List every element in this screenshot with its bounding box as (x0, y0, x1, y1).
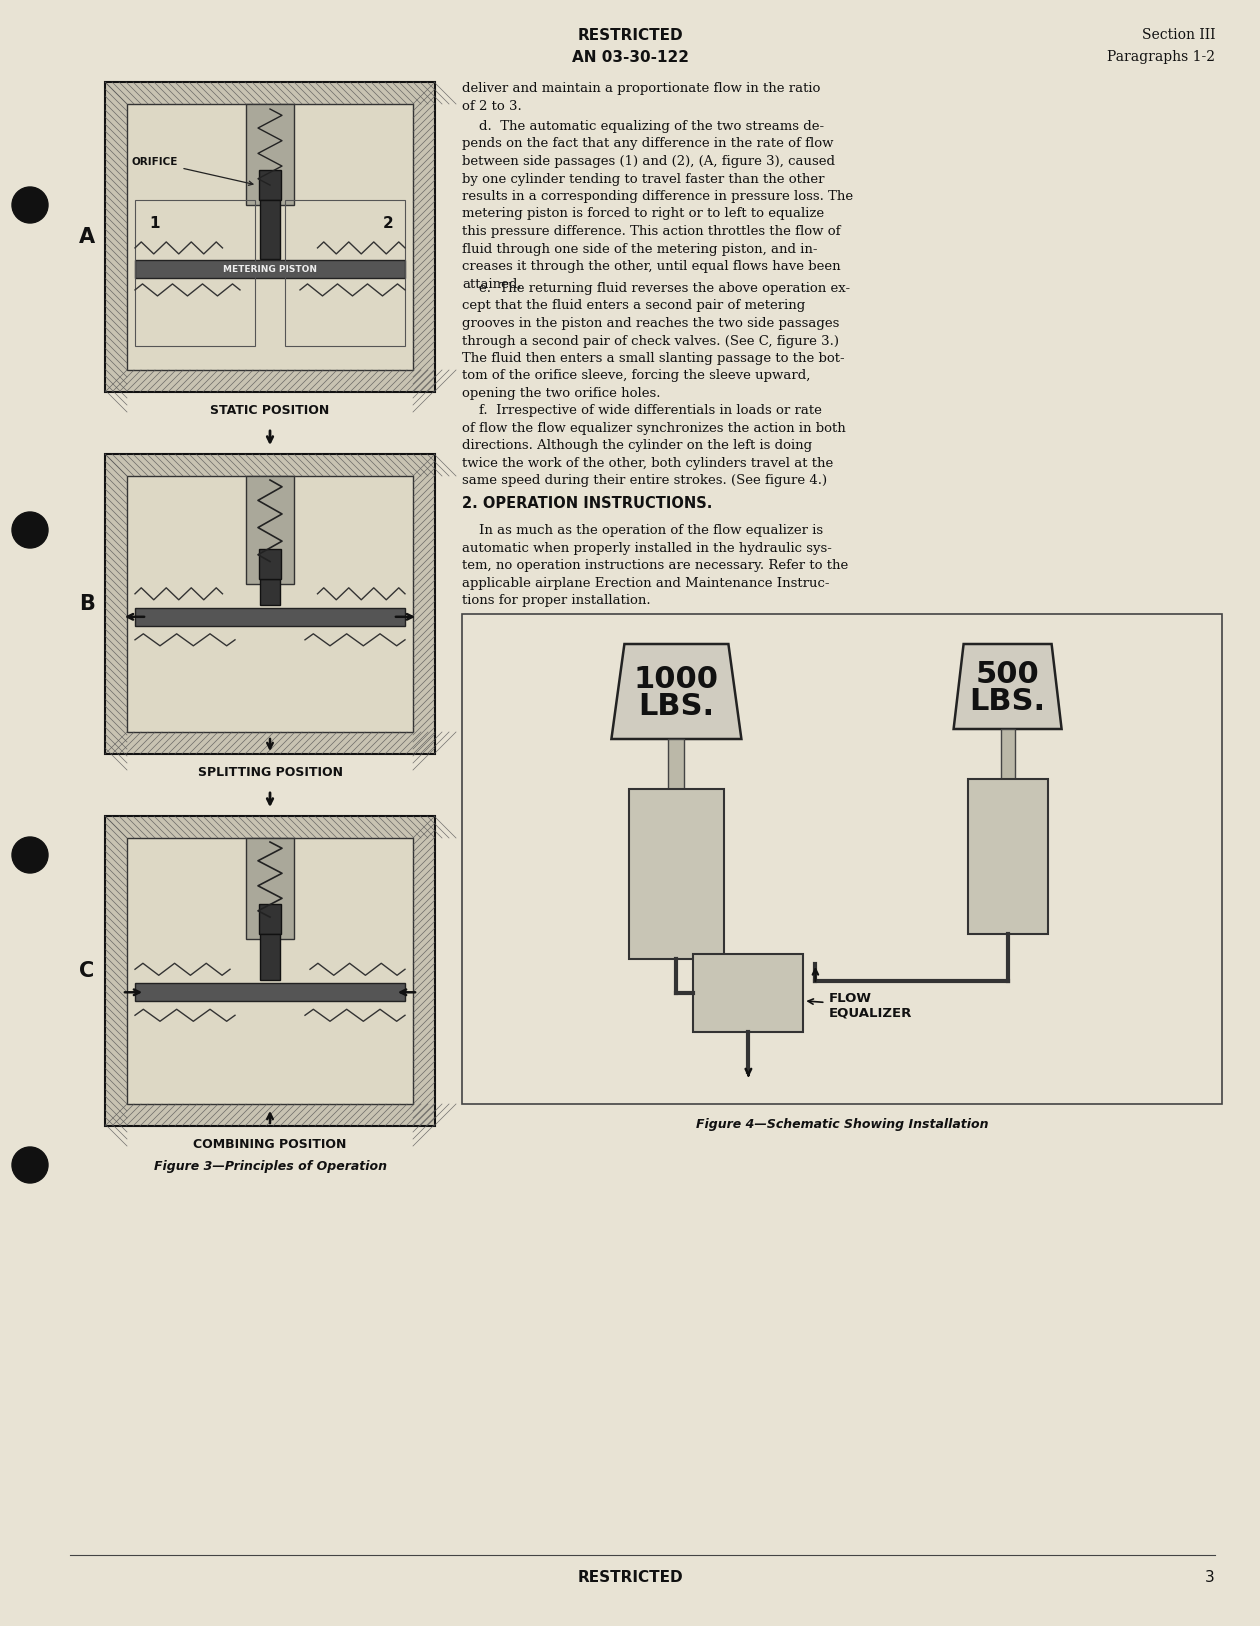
Bar (135, 260, 404, 278)
Bar (127, 476, 413, 732)
Text: METERING PISTON: METERING PISTON (223, 265, 318, 275)
Text: f.  Irrespective of wide differentials in loads or rate
of flow the flow equaliz: f. Irrespective of wide differentials in… (462, 403, 845, 488)
Text: Figure 4—Schematic Showing Installation: Figure 4—Schematic Showing Installation (696, 1117, 988, 1130)
Text: RESTRICTED: RESTRICTED (577, 28, 683, 42)
Bar (668, 738, 684, 789)
Bar (260, 579, 280, 605)
Bar (127, 104, 413, 371)
Text: Figure 3—Principles of Operation: Figure 3—Principles of Operation (154, 1159, 387, 1172)
Polygon shape (954, 644, 1062, 728)
Bar (260, 933, 280, 980)
Text: In as much as the operation of the flow equalizer is
automatic when properly ins: In as much as the operation of the flow … (462, 524, 848, 606)
Bar (246, 476, 294, 584)
Text: FLOW
EQUALIZER: FLOW EQUALIZER (808, 992, 912, 1020)
Circle shape (13, 837, 48, 873)
Bar (105, 816, 435, 1125)
Text: AN 03-30-122: AN 03-30-122 (572, 49, 688, 65)
Text: 2. OPERATION INSTRUCTIONS.: 2. OPERATION INSTRUCTIONS. (462, 496, 712, 511)
Bar (260, 548, 281, 579)
Text: 3: 3 (1206, 1569, 1215, 1584)
Bar (260, 904, 281, 933)
Bar (105, 454, 435, 754)
Text: 1000
LBS.: 1000 LBS. (634, 665, 719, 722)
Text: COMBINING POSITION: COMBINING POSITION (193, 1138, 346, 1151)
Text: 2: 2 (383, 216, 393, 231)
Bar (135, 984, 404, 1002)
Text: B: B (79, 593, 94, 615)
Bar (1000, 728, 1014, 779)
Bar (246, 104, 294, 205)
Bar (630, 789, 724, 959)
Bar (462, 615, 1222, 1104)
Text: SPLITTING POSITION: SPLITTING POSITION (198, 766, 343, 779)
Bar (285, 200, 404, 346)
Text: deliver and maintain a proportionate flow in the ratio
of 2 to 3.: deliver and maintain a proportionate flo… (462, 81, 820, 112)
Bar (693, 954, 804, 1033)
Circle shape (13, 187, 48, 223)
Text: RESTRICTED: RESTRICTED (577, 1569, 683, 1584)
Bar (260, 200, 280, 259)
Circle shape (13, 1146, 48, 1184)
Text: d.  The automatic equalizing of the two streams de-
pends on the fact that any d: d. The automatic equalizing of the two s… (462, 120, 853, 291)
Text: 1: 1 (149, 216, 160, 231)
Text: STATIC POSITION: STATIC POSITION (210, 403, 330, 416)
Circle shape (13, 512, 48, 548)
Bar (135, 200, 255, 346)
Text: e.  The returning fluid reverses the above operation ex-
cept that the fluid ent: e. The returning fluid reverses the abov… (462, 281, 850, 400)
Text: Section III: Section III (1142, 28, 1215, 42)
Bar (968, 779, 1047, 933)
Bar (260, 171, 281, 200)
Bar (127, 837, 413, 1104)
Text: ORIFICE: ORIFICE (132, 158, 253, 185)
Text: 500
LBS.: 500 LBS. (969, 660, 1046, 717)
Text: Paragraphs 1-2: Paragraphs 1-2 (1108, 50, 1215, 63)
Text: A: A (79, 228, 94, 247)
Bar (246, 837, 294, 940)
Polygon shape (611, 644, 741, 738)
Bar (105, 81, 435, 392)
Text: C: C (79, 961, 94, 980)
Bar (135, 608, 404, 626)
